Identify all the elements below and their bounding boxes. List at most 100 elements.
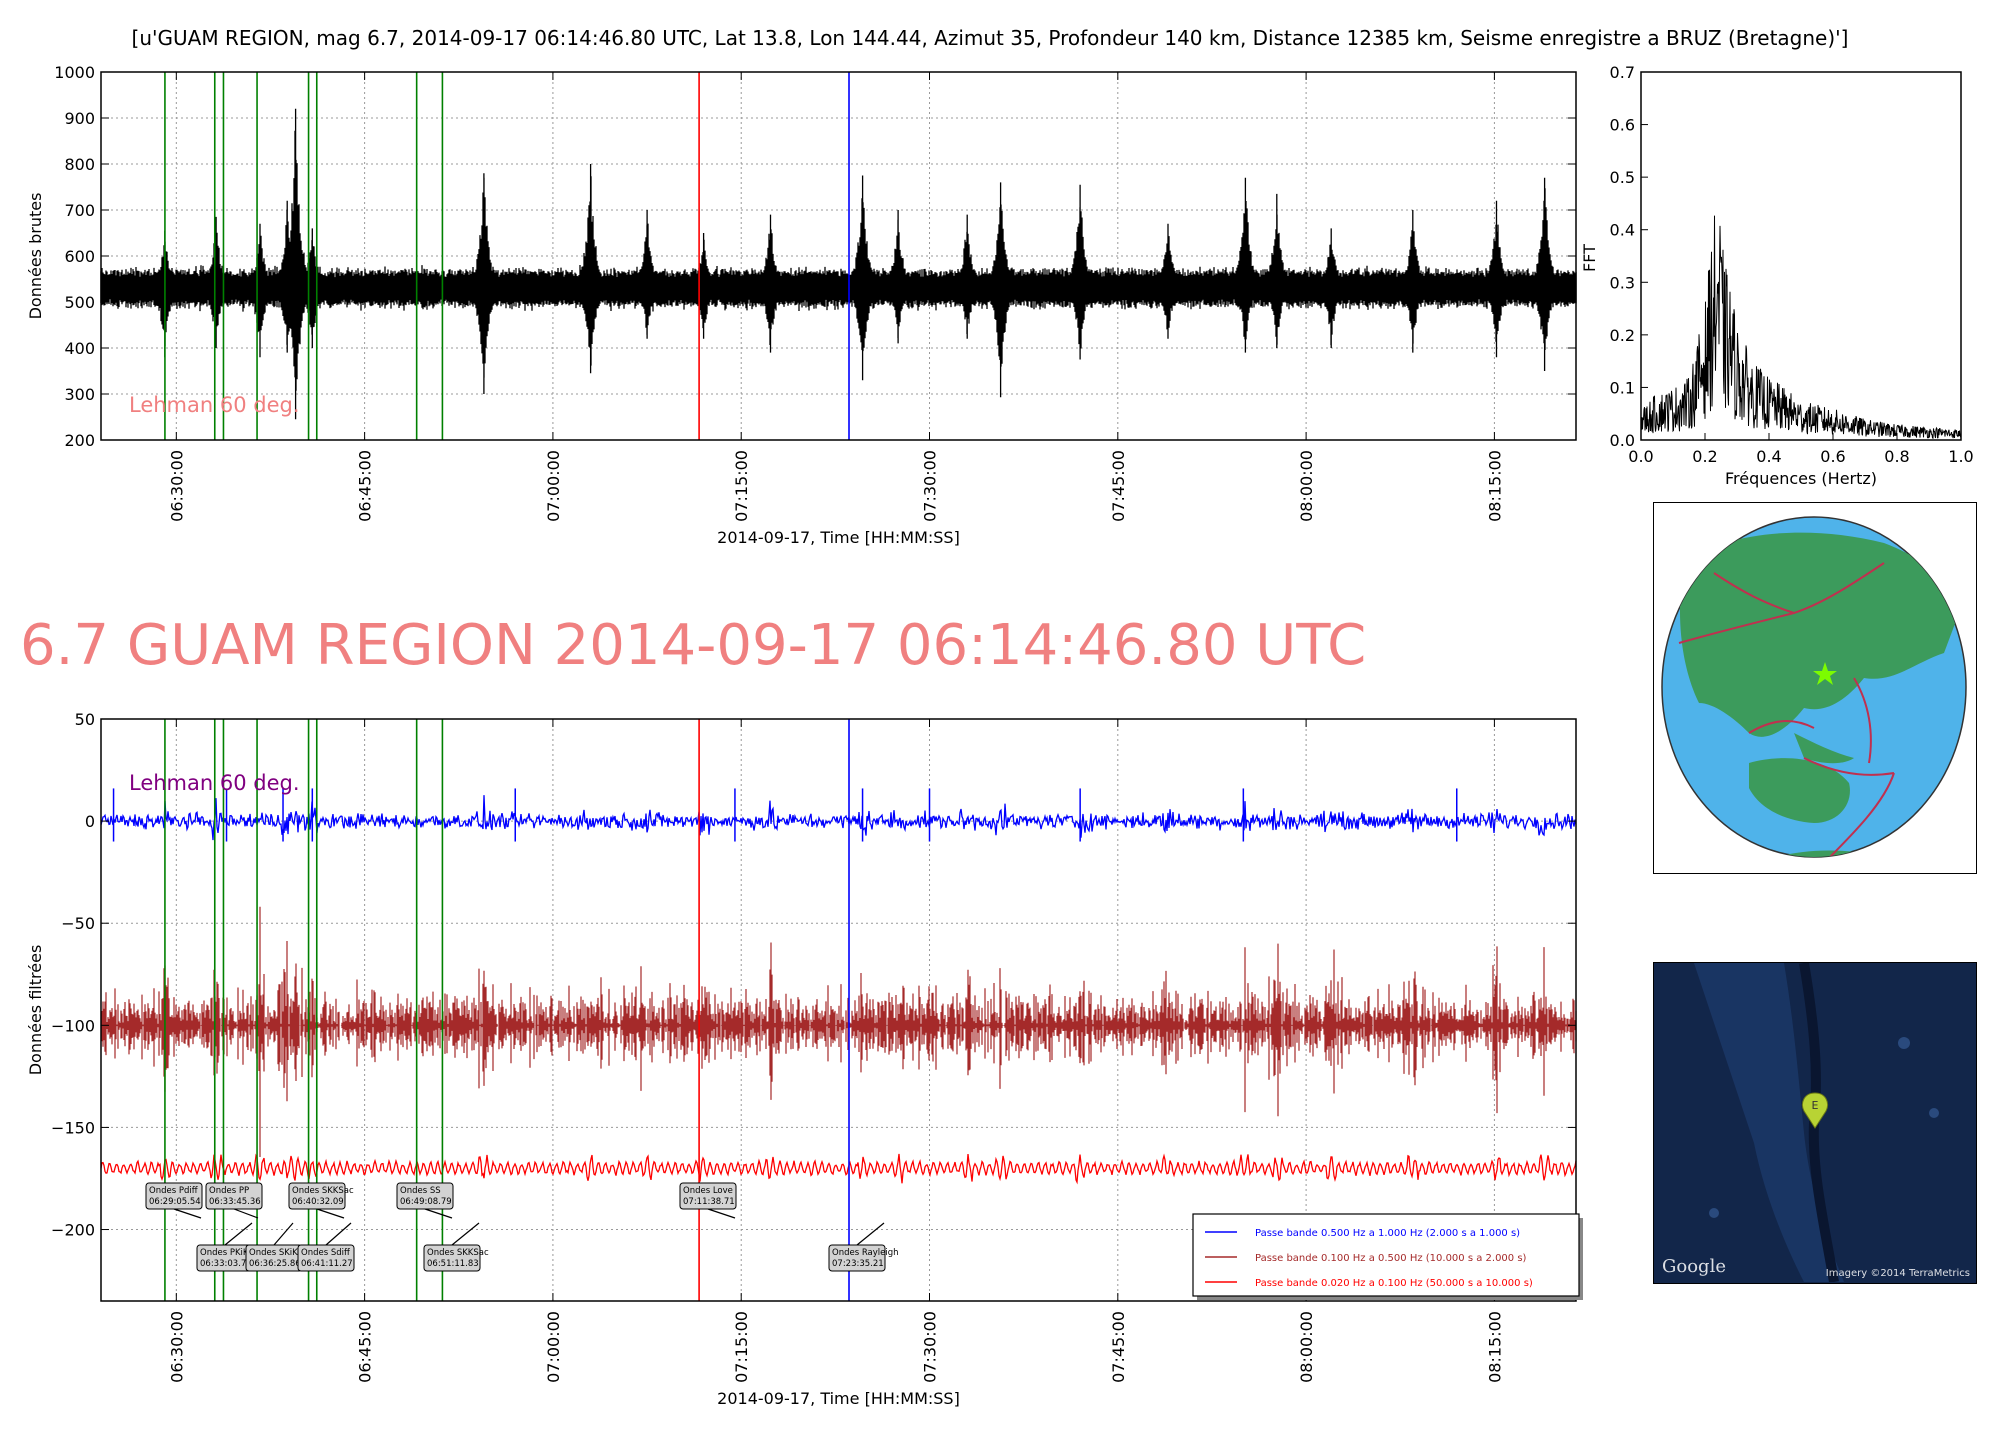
raw-y-tick-label: 300 [64, 385, 95, 404]
satellite-image: E [1654, 963, 1975, 1283]
fft-chart: 0.0 0.2 0.4 0.6 0.8 1.0 0.0 0.1 0.2 0.3 0.4 0.5 0.6 0… [1580, 63, 1974, 488]
phase-box-name: Ondes SKKSac [427, 1248, 489, 1258]
phase-box-name: Ondes SKKSac [292, 1186, 354, 1196]
raw-y-tick-label: 1000 [54, 63, 95, 82]
fft-frame [1640, 71, 1962, 441]
phase-box-time: 07:23:35.21 [832, 1259, 884, 1269]
filtered-frame [100, 718, 1577, 1302]
raw-y-tick-label: 700 [64, 201, 95, 220]
filtered-series-2 [100, 906, 1577, 1157]
globe-land-australia [1749, 758, 1850, 823]
raw-trace-series [100, 108, 1577, 420]
globe-plate-boundaries [1678, 562, 1895, 857]
raw-x-tick-label: 07:00:00 [544, 450, 563, 522]
phase-box-time: 06:33:45.36 [209, 1197, 261, 1207]
phase-box-time: 06:51:11.83 [427, 1259, 479, 1269]
raw-data-chart: 06:30:00 06:45:00 07:00:00 07:15:00 07:30:00… [26, 63, 1577, 547]
phase-box-name: Ondes Pdiff [149, 1186, 199, 1196]
raw-x-tick-label: 06:30:00 [167, 450, 186, 522]
raw-y-tick-label: 400 [64, 339, 95, 358]
raw-lehman-label: Lehman 60 deg. [129, 393, 300, 417]
fft-x-tick-label: 1.0 [1948, 447, 1973, 466]
fft-spectrum-series [1640, 215, 1962, 439]
figure-header-title: [u'GUAM REGION, mag 6.7, 2014-09-17 06:1… [132, 26, 1849, 50]
phase-box-name: Ondes Rayleigh [832, 1248, 899, 1258]
phase-box-time: 06:29:05.54 [149, 1197, 201, 1207]
filtered-ylabel: Données filtrées [26, 945, 45, 1076]
satellite-ridge [1694, 963, 1844, 1282]
filtered-series-3 [100, 1153, 1577, 1185]
globe-image [1661, 516, 1967, 858]
phase-box [297, 1244, 355, 1272]
filtered-y-tick-label: −150 [51, 1118, 95, 1137]
raw-x-tick-label: 08:15:00 [1485, 450, 1504, 522]
fft-x-tick-label: 0.8 [1884, 447, 1909, 466]
legend-label-2: Passe bande 0.100 Hz a 0.500 Hz (10.000 … [1255, 1253, 1527, 1264]
fft-x-tick-label: 0.0 [1628, 447, 1653, 466]
filtered-lehman-label: Lehman 60 deg. [129, 771, 300, 795]
fft-trace [1640, 215, 1962, 439]
filtered-y-tick-label: 0 [85, 812, 95, 831]
phase-box-name: Ondes PKiKP [200, 1248, 254, 1258]
filtered-y-tick-label: −200 [51, 1221, 95, 1240]
phase-box-name: Ondes SKiKP [249, 1248, 303, 1258]
fft-xlabel: Fréquences (Hertz) [1725, 469, 1877, 488]
legend-box [1192, 1213, 1580, 1297]
raw-x-tick-label: 08:00:00 [1297, 450, 1316, 522]
phase-box-name: Ondes Love [683, 1186, 733, 1196]
raw-ylabel: Données brutes [26, 193, 45, 320]
globe-map-thumbnail [1653, 502, 1977, 874]
phase-box-arrow [173, 1208, 202, 1219]
phase-box-name: Ondes PP [209, 1186, 249, 1196]
google-logo: Google [1662, 1256, 1726, 1277]
raw-y-tick-label: 200 [64, 431, 95, 450]
phase-box-time: 06:36:25.86 [249, 1259, 301, 1269]
fft-x-tick-label: 0.6 [1820, 447, 1845, 466]
phase-box [679, 1182, 737, 1210]
phase-box [145, 1182, 203, 1210]
fft-y-tick-label: 0.1 [1610, 378, 1635, 397]
raw-x-tick-label: 07:30:00 [921, 450, 940, 522]
globe-land-asia [1679, 532, 1959, 737]
raw-y-tick-label: 500 [64, 293, 95, 312]
phase-box [288, 1182, 346, 1210]
phase-box [423, 1244, 481, 1272]
raw-y-tick-label: 900 [64, 109, 95, 128]
raw-grid [101, 71, 1576, 441]
filtered-series-1 [100, 795, 1577, 841]
filtered-x-tick-label: 07:00:00 [544, 1311, 563, 1383]
raw-x-tick-label: 07:45:00 [1109, 450, 1128, 522]
raw-x-tick-label: 07:15:00 [732, 450, 751, 522]
phase-box [828, 1244, 886, 1272]
phase-box-time: 06:40:32.09 [292, 1197, 344, 1207]
filtered-y-tick-label: 50 [75, 710, 95, 729]
fft-y-tick-label: 0.4 [1610, 221, 1635, 240]
filtered-x-tick-label: 06:30:00 [167, 1311, 186, 1383]
filtered-y-tick-label: −50 [61, 914, 95, 933]
phase-box-arrow [233, 1208, 259, 1219]
event-big-title: 6.7 GUAM REGION 2014-09-17 06:14:46.80 U… [20, 613, 1366, 678]
fft-x-tick-label: 0.2 [1692, 447, 1717, 466]
filtered-legend: Passe bande 0.500 Hz a 1.000 Hz (2.000 s… [1192, 1213, 1583, 1300]
globe-land-islands [1794, 733, 1854, 764]
fft-ylabel: FFT [1580, 244, 1599, 272]
phase-box [205, 1182, 263, 1210]
phase-box-arrow [451, 1222, 480, 1246]
seamount [1709, 1208, 1719, 1218]
filtered-x-tick-label: 08:00:00 [1297, 1311, 1316, 1383]
imagery-credit: Imagery ©2014 TerraMetrics [1825, 1268, 1970, 1279]
fft-x-tick-label: 0.4 [1756, 447, 1781, 466]
raw-xlabel: 2014-09-17, Time [HH:MM:SS] [717, 528, 960, 547]
raw-axes: 06:30:00 06:45:00 07:00:00 07:15:00 07:30:00… [54, 63, 1576, 522]
raw-x-tick-label: 06:45:00 [356, 450, 375, 522]
filtered-x-tick-label: 06:45:00 [356, 1311, 375, 1383]
phase-box-arrow [707, 1208, 736, 1219]
fft-y-tick-label: 0.6 [1610, 116, 1635, 135]
filtered-xlabel: 2014-09-17, Time [HH:MM:SS] [717, 1389, 960, 1408]
filtered-traces [100, 788, 1577, 1185]
phase-box-time: 06:33:03.74 [200, 1259, 252, 1269]
phase-box-arrow [273, 1222, 294, 1246]
raw-phase-markers [164, 72, 850, 440]
